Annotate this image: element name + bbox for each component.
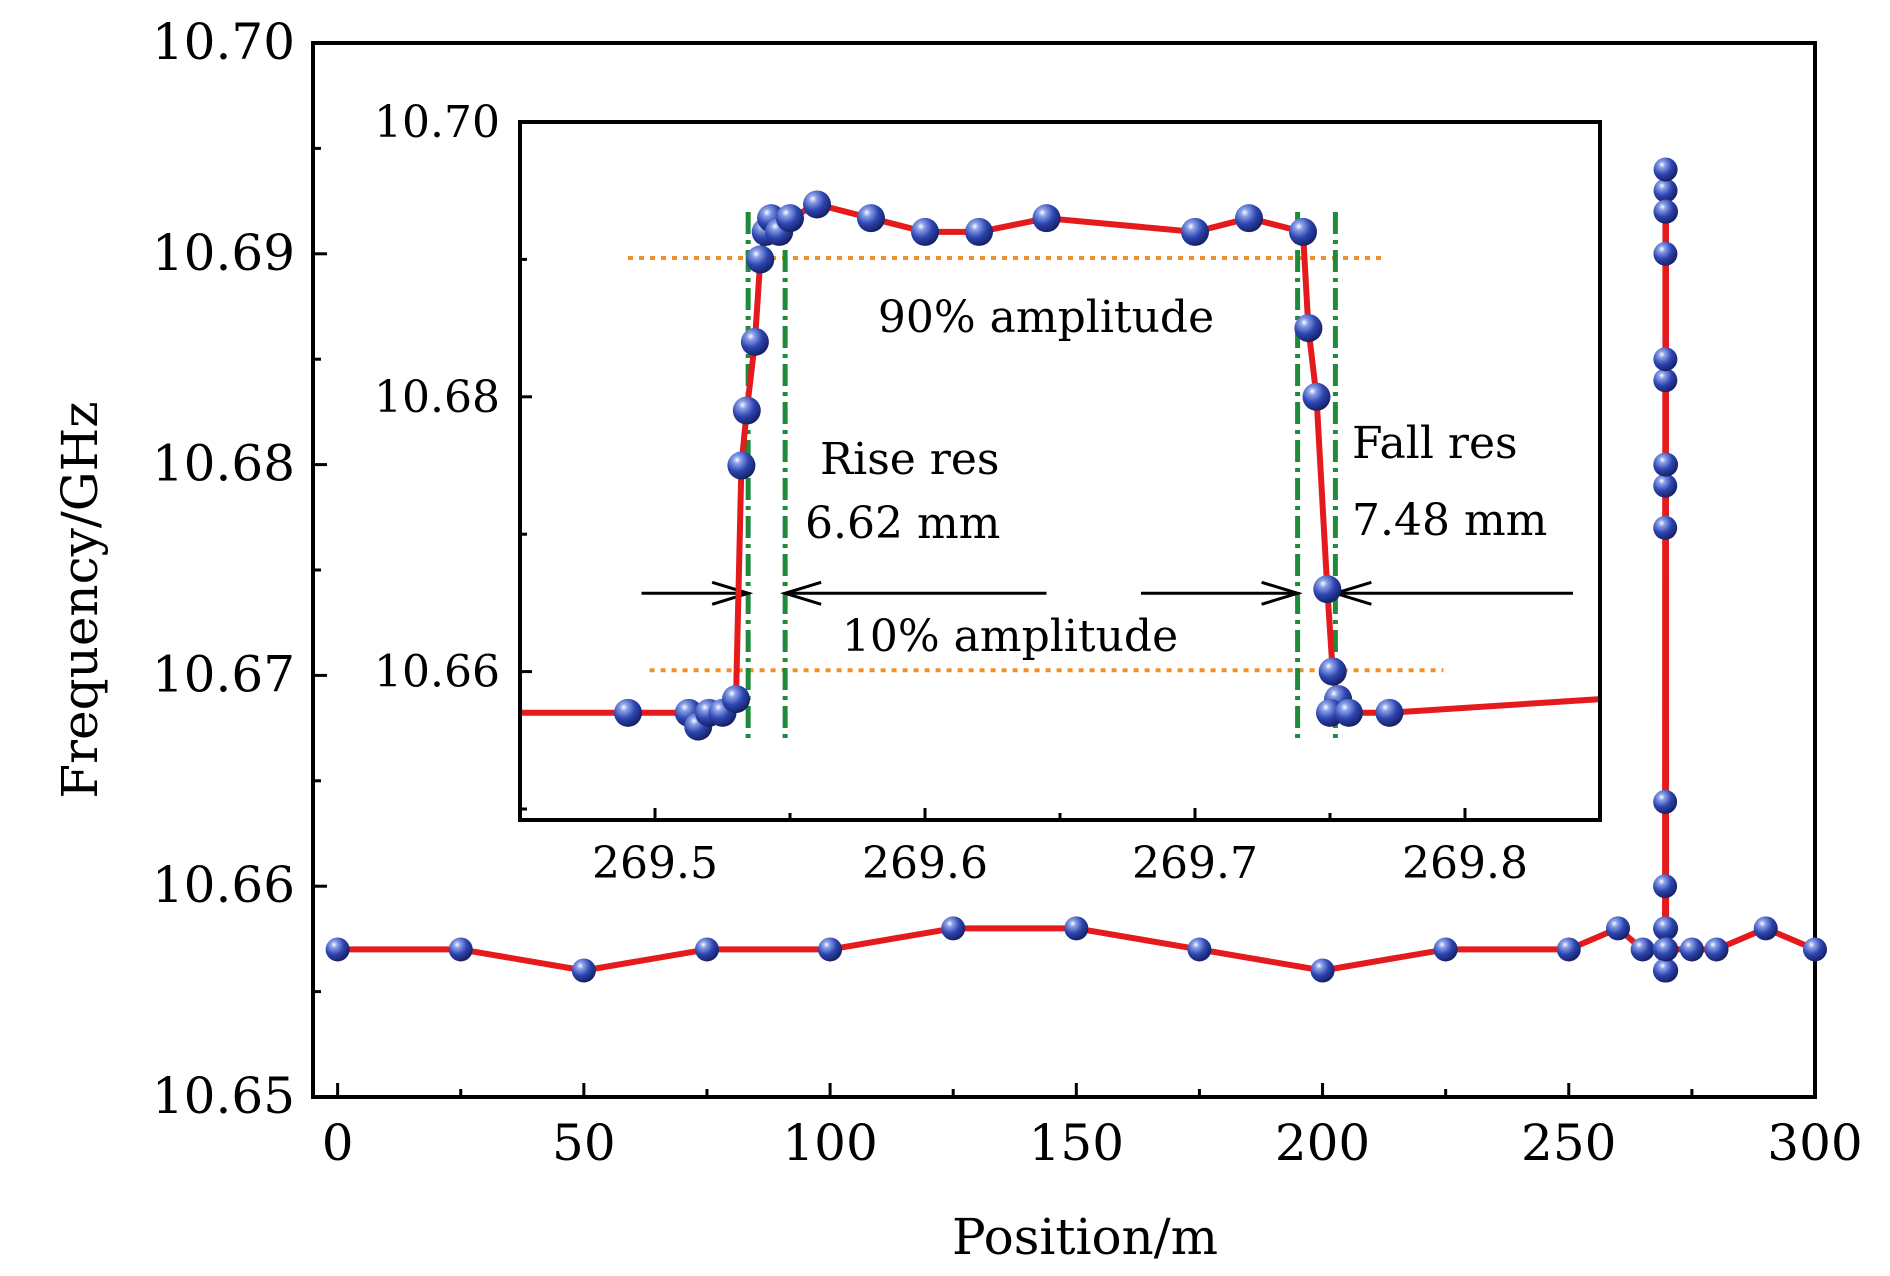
main-data-point	[1679, 937, 1704, 962]
main-x-tick-label: 50	[552, 1114, 616, 1172]
inset-data-point	[1302, 382, 1331, 411]
main-data-point	[1187, 937, 1212, 962]
main-data-point	[1630, 937, 1655, 962]
main-data-point	[1654, 937, 1679, 962]
inset-data-point	[1294, 314, 1323, 343]
main-y-tick-label: 10.66	[152, 856, 295, 914]
main-data-point	[941, 916, 966, 941]
main-x-tick-label: 200	[1275, 1114, 1370, 1172]
inset-x-tick-label: 269.8	[1402, 838, 1528, 889]
inset-x-ticks: 269.5 269.6 269.7 269.8	[592, 808, 1528, 889]
main-data-point	[1704, 937, 1729, 962]
main-data-point	[1653, 347, 1678, 372]
main-data-point	[1653, 157, 1678, 182]
main-y-tick-label: 10.69	[152, 224, 295, 282]
inset-data-point	[965, 217, 993, 246]
annotation-90-amplitude: 90% amplitude	[878, 292, 1214, 343]
main-data-point	[1654, 452, 1679, 477]
main-series	[325, 157, 1827, 983]
inset-y-tick-label: 10.70	[374, 97, 500, 148]
annotation-rise-value: 6.62 mm	[805, 498, 1000, 549]
inset-data-point	[1375, 698, 1404, 727]
main-data-point	[1654, 958, 1679, 983]
main-data-point	[1654, 916, 1679, 941]
annotation-10-amplitude: 10% amplitude	[842, 611, 1178, 662]
inset-data-point	[1235, 204, 1263, 233]
main-x-tick-label: 0	[322, 1114, 354, 1172]
x-axis-label: Position/m	[952, 1208, 1218, 1266]
main-data-point	[1653, 178, 1678, 203]
inset-data-point	[1334, 698, 1363, 727]
inset-x-tick-label: 269.7	[1132, 838, 1258, 889]
inset-data-point	[1181, 217, 1209, 246]
main-data-point	[1653, 199, 1678, 224]
main-data-point	[1653, 874, 1678, 899]
inset-data-point	[911, 217, 939, 246]
arrow-head	[780, 580, 822, 606]
inset-y-tick-label: 10.66	[374, 647, 500, 698]
inset-x-tick-label: 269.6	[862, 838, 988, 889]
main-y-tick-label: 10.65	[152, 1067, 295, 1125]
annotation-fall-value: 7.48 mm	[1352, 495, 1547, 546]
main-data-point	[1753, 916, 1778, 941]
main-y-tick-label: 10.70	[152, 13, 295, 71]
inset-data-point	[727, 451, 756, 480]
main-data-point	[1653, 789, 1678, 814]
inset-data-point	[746, 245, 775, 274]
main-x-tick-label: 150	[1029, 1114, 1124, 1172]
arrow-head	[1261, 580, 1303, 606]
main-data-point	[1064, 916, 1089, 941]
inset-data-point	[614, 698, 642, 727]
main-y-ticks: 10.65 10.66 10.67 10.68 10.69 10.70	[152, 13, 327, 1125]
inset-data-point	[740, 327, 769, 356]
main-data-point	[1433, 937, 1458, 962]
main-data-point	[448, 937, 473, 962]
main-data-point	[818, 937, 843, 962]
main-y-tick-label: 10.68	[152, 435, 295, 493]
annotation-rise-label: Rise res	[820, 434, 999, 485]
main-x-ticks: 0 50 100 150 200 250 300	[322, 1083, 1863, 1172]
main-data-point	[694, 937, 719, 962]
main-data-point	[1803, 937, 1827, 962]
main-y-tick-label: 10.67	[152, 645, 295, 703]
main-x-tick-label: 100	[782, 1114, 877, 1172]
main-data-point	[1653, 515, 1678, 540]
arrow-head	[711, 580, 754, 606]
inset-x-tick-label: 269.5	[592, 838, 718, 889]
inset-data-point	[776, 204, 804, 233]
inset-y-tick-label: 10.68	[374, 372, 500, 423]
annotation-fall-label: Fall res	[1352, 418, 1518, 469]
inset-data-point	[1313, 575, 1342, 604]
main-data-point	[1310, 958, 1335, 983]
main-data-point	[1653, 473, 1678, 498]
main-data-point	[571, 958, 596, 983]
inset-series	[520, 190, 1601, 741]
inset-data-point	[732, 396, 761, 425]
inset-data-point	[1318, 657, 1347, 686]
main-data-point	[1556, 937, 1581, 962]
main-data-point	[1653, 241, 1678, 266]
inset-data-point	[1289, 217, 1317, 246]
main-data-point	[325, 937, 350, 962]
inset-data-point	[857, 204, 885, 233]
inset-data-point	[803, 190, 831, 219]
main-x-tick-label: 250	[1521, 1114, 1616, 1172]
y-axis-label: Frequency/GHz	[51, 401, 109, 798]
inset-decorations	[628, 212, 1573, 740]
main-data-point	[1653, 368, 1678, 393]
main-x-tick-label: 300	[1767, 1114, 1862, 1172]
inset-data-point	[722, 685, 750, 714]
inset-data-point	[1032, 204, 1061, 233]
main-data-point	[1606, 916, 1631, 941]
inset-y-ticks: 10.66 10.68 10.70	[374, 97, 532, 811]
